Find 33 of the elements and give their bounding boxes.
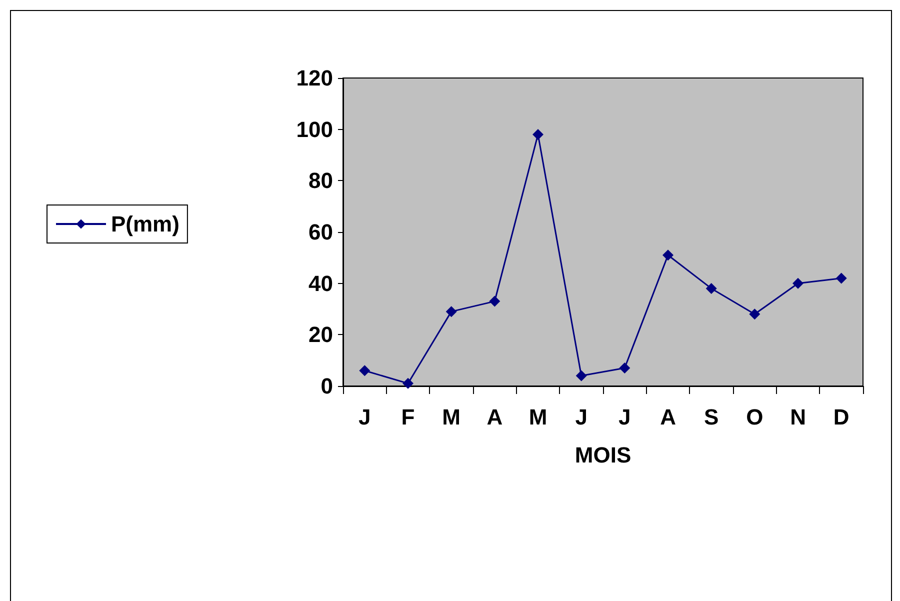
x-tick-label: J: [575, 404, 588, 430]
point: [446, 306, 457, 318]
legend-label: P(mm): [111, 212, 180, 236]
point: [532, 128, 544, 140]
point: [402, 378, 414, 389]
x-tick-label: F: [401, 404, 415, 430]
point: [489, 296, 500, 307]
x-tick-label: J: [618, 404, 631, 430]
x-tick-label: D: [833, 404, 850, 430]
x-tick-label: N: [790, 404, 806, 430]
point: [662, 250, 674, 261]
point: [619, 362, 630, 374]
y-tick-label: 60: [308, 220, 333, 244]
x-axis-title: MOIS: [574, 442, 632, 468]
point: [792, 278, 804, 289]
point: [359, 365, 370, 376]
x-tick-label: J: [358, 404, 371, 430]
y-tick-label: 80: [308, 168, 333, 194]
x-tick-label: M: [442, 404, 460, 430]
y-tick-label: 100: [296, 116, 333, 142]
x-tick-label: M: [528, 404, 548, 430]
point: [576, 370, 587, 382]
point: [706, 282, 717, 294]
y-tick-label: 120: [296, 66, 333, 90]
point: [749, 308, 760, 320]
x-tick-label: A: [660, 404, 676, 430]
y-tick-label: 20: [308, 322, 333, 348]
y-tick-label: 0: [320, 374, 333, 398]
x-tick-label: A: [486, 404, 503, 430]
y-tick-label: 40: [308, 270, 333, 296]
x-tick-label: O: [746, 404, 764, 430]
x-tick-label: S: [704, 404, 719, 430]
point: [836, 272, 847, 284]
